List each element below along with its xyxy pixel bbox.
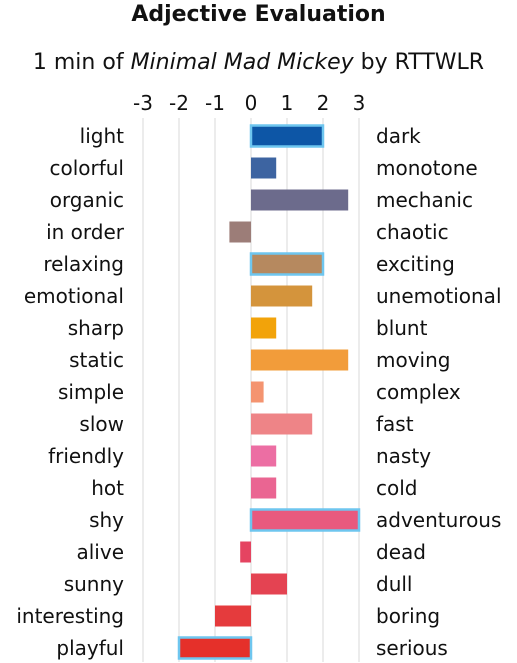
left-label: static bbox=[69, 348, 124, 372]
left-label: relaxing bbox=[43, 252, 124, 276]
bar-light bbox=[249, 124, 325, 148]
right-label: exciting bbox=[376, 252, 455, 276]
right-label: dark bbox=[376, 124, 421, 148]
bars bbox=[177, 124, 361, 660]
chart-title: Adjective Evaluation bbox=[131, 2, 386, 27]
right-label: complex bbox=[376, 380, 461, 404]
left-label: organic bbox=[50, 188, 124, 212]
right-label: moving bbox=[376, 348, 450, 372]
left-label: interesting bbox=[16, 604, 124, 628]
bar-organic bbox=[251, 189, 349, 211]
left-label: simple bbox=[58, 380, 124, 404]
x-tick-label: 0 bbox=[245, 91, 258, 115]
bar-colorful bbox=[251, 157, 277, 179]
left-label: friendly bbox=[48, 444, 124, 468]
right-label: dead bbox=[376, 540, 426, 564]
bar-hot bbox=[251, 477, 277, 499]
right-label: serious bbox=[376, 636, 448, 660]
bar-alive bbox=[240, 541, 251, 563]
subtitle-prefix: 1 min of bbox=[32, 50, 131, 75]
right-label: boring bbox=[376, 604, 440, 628]
bar-emotional bbox=[251, 285, 313, 307]
right-label: dull bbox=[376, 572, 412, 596]
left-label: alive bbox=[76, 540, 124, 564]
left-label: colorful bbox=[49, 156, 124, 180]
bar-sharp bbox=[251, 317, 277, 339]
x-tick-label: 1 bbox=[281, 91, 294, 115]
right-label: unemotional bbox=[376, 284, 502, 308]
bar-in-order bbox=[229, 221, 251, 243]
bar-slow bbox=[251, 413, 313, 435]
right-label: chaotic bbox=[376, 220, 449, 244]
right-label: adventurous bbox=[376, 508, 501, 532]
bar-friendly bbox=[251, 445, 277, 467]
bar-interesting bbox=[215, 605, 251, 627]
left-label: slow bbox=[79, 412, 124, 436]
left-adjective-labels: light colorful organic in order relaxing emot… bbox=[16, 124, 124, 660]
x-tick-labels: -3 -2 -1 0 1 2 3 bbox=[133, 91, 365, 115]
right-label: blunt bbox=[376, 316, 428, 340]
grid-lines bbox=[142, 118, 360, 662]
bar-sunny bbox=[251, 573, 287, 595]
bar-playful bbox=[177, 636, 253, 660]
subtitle-suffix: by RTTWLR bbox=[353, 50, 485, 75]
bar-static bbox=[251, 349, 349, 371]
left-label: sunny bbox=[64, 572, 124, 596]
left-label: in order bbox=[46, 220, 125, 244]
left-label: hot bbox=[91, 476, 124, 500]
left-label: shy bbox=[89, 508, 124, 532]
right-adjective-labels: dark monotone mechanic chaotic exciting unemo… bbox=[376, 124, 502, 660]
chart-subtitle: 1 min of Minimal Mad Mickey by RTTWLR bbox=[0, 50, 517, 75]
x-tick-label: -2 bbox=[169, 91, 189, 115]
subtitle-work-title: Minimal Mad Mickey bbox=[130, 50, 354, 75]
left-label: emotional bbox=[24, 284, 124, 308]
right-label: cold bbox=[376, 476, 417, 500]
x-tick-label: 2 bbox=[317, 91, 330, 115]
left-label: sharp bbox=[68, 316, 124, 340]
bar-simple bbox=[251, 381, 264, 403]
x-tick-label: 3 bbox=[353, 91, 366, 115]
right-label: nasty bbox=[376, 444, 431, 468]
right-label: monotone bbox=[376, 156, 478, 180]
right-label: fast bbox=[376, 412, 414, 436]
left-label: playful bbox=[56, 636, 124, 660]
x-tick-label: -3 bbox=[133, 91, 153, 115]
left-label: light bbox=[80, 124, 124, 148]
bar-shy bbox=[249, 508, 361, 532]
bar-relaxing bbox=[249, 252, 325, 276]
right-label: mechanic bbox=[376, 188, 473, 212]
x-tick-label: -1 bbox=[205, 91, 225, 115]
